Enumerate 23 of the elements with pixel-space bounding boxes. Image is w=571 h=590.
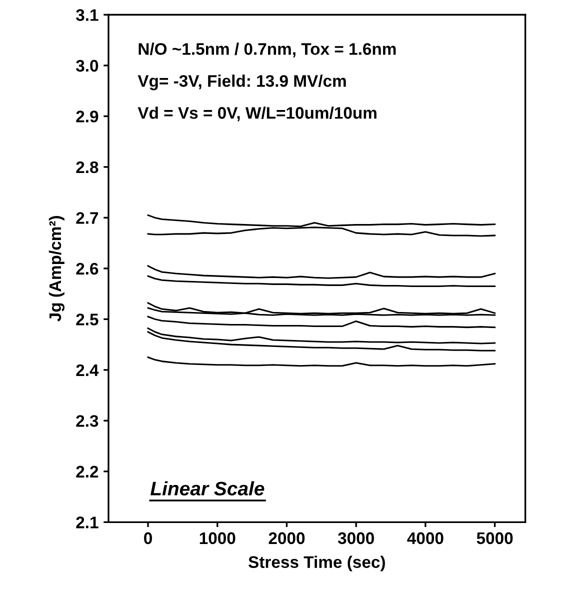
x-tick-label: 0: [144, 532, 152, 544]
x-tick-label: 1000: [200, 532, 236, 544]
y-tick-label: 2.8: [76, 161, 98, 174]
y-tick-label: 2.5: [76, 314, 98, 326]
annotation: N/O ~1.5nm / 0.7nm, Tox = 1.6nm: [138, 42, 396, 58]
y-tick-label: 2.4: [76, 364, 99, 376]
annotation: Vg= -3V, Field: 13.9 MV/cm: [138, 74, 346, 90]
annotation: Vd = Vs = 0V, W/L=10um/10um: [138, 106, 376, 122]
y-tick-label: 3.0: [76, 60, 98, 72]
y-tick-label: 2.9: [76, 110, 98, 122]
y-tick-label: 2.7: [76, 212, 98, 224]
x-axis-title: Stress Time (sec): [248, 556, 385, 572]
annotation: Linear Scale: [150, 481, 264, 496]
y-tick-label: 2.2: [76, 466, 98, 478]
y-tick-label: 2.1: [76, 516, 98, 528]
x-tick-label: 4000: [407, 532, 444, 544]
x-tick-label: 2000: [268, 532, 305, 544]
x-tick-label: 5000: [476, 532, 513, 544]
y-axis-title: Jg (Amp/cm²): [48, 216, 64, 322]
y-tick-label: 2.3: [76, 415, 98, 427]
y-tick-label: 3.1: [76, 9, 98, 21]
y-tick-label: 2.6: [76, 262, 98, 275]
x-tick-label: 3000: [338, 532, 374, 544]
